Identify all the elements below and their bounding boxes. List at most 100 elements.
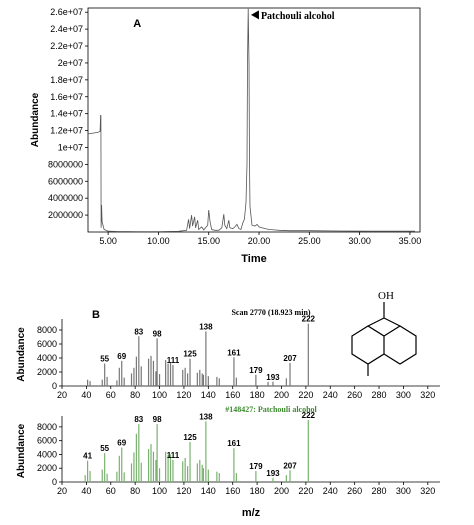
x-tick-label: 20 (57, 390, 67, 400)
y-tick-label: 6000 (37, 436, 57, 446)
x-tick-label: 240 (323, 486, 338, 496)
y-tick-label: 6000 (37, 339, 57, 349)
x-tick-label: 300 (396, 390, 411, 400)
y-tick-label: 2e+07 (58, 58, 83, 68)
x-tick-label: 140 (201, 486, 216, 496)
x-tick-label: 20 (57, 486, 67, 496)
peak-label: 125 (183, 350, 197, 359)
x-tick-label: 200 (274, 486, 289, 496)
x-tick-label: 280 (372, 390, 387, 400)
y-axis-label: Abundance (16, 327, 27, 382)
panel-label: B (92, 309, 100, 321)
spectrum-title: Scan 2770 (18.923 min) (231, 308, 310, 317)
peak-label: 111 (167, 451, 180, 460)
peak-annotation: Patchouli alcohol (261, 11, 335, 22)
x-tick-label: 200 (274, 390, 289, 400)
x-tick-label: 15.00 (197, 236, 220, 246)
x-tick-label: 120 (176, 486, 191, 496)
chromatogram-panel: 2000000 4000000 6000000 8000000 1e+07 1.2e+07… (30, 7, 421, 265)
chromatogram-plot-frame (87, 7, 421, 233)
y-tick-label: 8000 (37, 422, 57, 432)
peak-label: 83 (134, 327, 143, 336)
y-tick-label: 2.2e+07 (50, 41, 83, 51)
y-tick-label: 1.2e+07 (50, 126, 83, 136)
y-tick-label: 1.8e+07 (50, 75, 83, 85)
x-tick-label: 320 (420, 486, 435, 496)
peak-label: 83 (134, 415, 143, 424)
y-tick-label: 2000 (37, 463, 57, 473)
peak-label: 179 (249, 366, 263, 375)
chromatogram-trace (87, 8, 415, 233)
peak-label: 69 (117, 439, 126, 448)
peak-label: 207 (283, 354, 297, 363)
y-tick-label: 2000 (37, 367, 57, 377)
x-tick-label: 60 (106, 486, 116, 496)
y-tick-label: 1.4e+07 (50, 109, 83, 119)
peak-label: 41 (83, 452, 92, 461)
peak-label: 69 (117, 352, 126, 361)
x-tick-label: 260 (347, 486, 362, 496)
x-tick-label: 220 (298, 486, 313, 496)
x-tick-label: 60 (106, 390, 116, 400)
y-tick-label: 2.6e+07 (50, 7, 83, 17)
x-tick-label: 30.00 (348, 236, 371, 246)
y-tick-label: 2.4e+07 (50, 24, 83, 34)
peak-label: 98 (153, 415, 162, 424)
scan-spectrum-panel: 0 2000 4000 6000 8000 20 40 60 80 100 120 140 160 180… (16, 290, 440, 400)
x-tick-label: 40 (81, 390, 91, 400)
peak-label: 179 (249, 462, 263, 471)
x-tick-label: 300 (396, 486, 411, 496)
y-tick-label: 4000 (37, 353, 57, 363)
x-axis-label: Time (241, 253, 266, 265)
x-tick-label: 20.00 (248, 236, 271, 246)
x-tick-label: 140 (201, 390, 216, 400)
y-axis-label: Abundance (30, 92, 41, 147)
y-axis-label: Abundance (16, 423, 27, 478)
peak-label: 222 (302, 411, 316, 420)
x-tick-label: 80 (130, 390, 140, 400)
x-tick-label: 5.00 (99, 236, 117, 246)
y-tick-label: 8000 (37, 325, 57, 335)
x-tick-label: 25.00 (298, 236, 321, 246)
x-tick-label: 220 (298, 390, 313, 400)
peak-label: 193 (266, 469, 280, 478)
y-tick-label: 8000000 (48, 159, 83, 169)
x-tick-label: 180 (250, 390, 265, 400)
library-spectrum-panel: 0 2000 4000 6000 8000 20 40 60 80 100 120 140 160 180… (16, 405, 440, 519)
x-tick-label: 180 (250, 486, 265, 496)
x-tick-label: 40 (81, 486, 91, 496)
x-tick-label: 100 (152, 390, 167, 400)
peak-label: 125 (183, 433, 197, 442)
peak-label: 98 (153, 329, 162, 338)
peak-label: 193 (266, 373, 280, 382)
peak-label: 222 (302, 315, 316, 324)
peak-label: 138 (199, 322, 213, 331)
spectrum-title: #148427: Patchouli alcohol (225, 405, 317, 414)
x-tick-label: 80 (130, 486, 140, 496)
peak-label: 55 (100, 444, 109, 453)
x-tick-label: 160 (225, 390, 240, 400)
peak-label: 161 (227, 348, 241, 357)
molecule-structure: OH (351, 290, 417, 376)
y-tick-label: 1.6e+07 (50, 92, 83, 102)
y-tick-label: 4000000 (48, 193, 83, 203)
x-tick-label: 260 (347, 390, 362, 400)
peak-label: 55 (100, 355, 109, 364)
panel-label: A (133, 18, 141, 30)
structure-label: OH (378, 290, 394, 302)
annotation-arrow-icon (250, 10, 259, 20)
x-tick-label: 100 (152, 486, 167, 496)
peak-label: 207 (283, 461, 297, 470)
structure-bonds (351, 302, 417, 376)
x-axis-label: m/z (242, 507, 261, 519)
x-tick-label: 120 (176, 390, 191, 400)
x-tick-label: 280 (372, 486, 387, 496)
x-tick-label: 240 (323, 390, 338, 400)
y-tick-label: 1e+07 (58, 142, 83, 152)
x-tick-label: 10.00 (147, 236, 170, 246)
y-tick-label: 0 (52, 381, 57, 391)
y-tick-label: 6000000 (48, 176, 83, 186)
y-tick-label: 2000000 (48, 210, 83, 220)
peak-label: 138 (199, 412, 213, 421)
